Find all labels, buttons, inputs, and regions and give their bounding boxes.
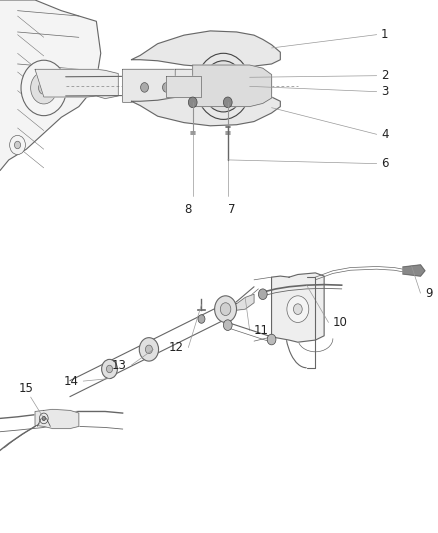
Text: 9: 9 <box>425 287 432 300</box>
Circle shape <box>145 345 152 354</box>
Circle shape <box>21 60 67 116</box>
Circle shape <box>267 334 276 345</box>
Circle shape <box>39 82 49 94</box>
Circle shape <box>221 83 226 90</box>
Circle shape <box>139 338 159 361</box>
Circle shape <box>10 135 25 155</box>
Circle shape <box>31 72 57 104</box>
Text: 2: 2 <box>381 69 389 82</box>
Polygon shape <box>166 76 201 97</box>
Polygon shape <box>35 69 118 99</box>
Text: 8: 8 <box>185 203 192 215</box>
Polygon shape <box>35 409 79 429</box>
Circle shape <box>209 69 237 103</box>
Circle shape <box>188 97 197 108</box>
Text: 11: 11 <box>254 324 269 337</box>
Circle shape <box>42 416 46 421</box>
Text: 10: 10 <box>333 316 348 329</box>
Text: 14: 14 <box>64 375 79 387</box>
Text: 13: 13 <box>112 359 127 372</box>
Text: 15: 15 <box>19 383 34 395</box>
Polygon shape <box>131 31 280 67</box>
Text: 4: 4 <box>381 128 389 141</box>
Circle shape <box>198 314 205 323</box>
Polygon shape <box>123 69 193 102</box>
Circle shape <box>215 296 237 322</box>
Polygon shape <box>272 273 324 342</box>
Text: 3: 3 <box>381 85 389 98</box>
Text: 7: 7 <box>228 203 236 215</box>
Circle shape <box>216 78 230 95</box>
Circle shape <box>223 97 232 108</box>
Circle shape <box>106 365 113 373</box>
Text: 6: 6 <box>381 157 389 170</box>
Circle shape <box>223 320 232 330</box>
Circle shape <box>293 304 302 314</box>
Polygon shape <box>0 0 101 171</box>
Polygon shape <box>228 294 254 310</box>
Circle shape <box>287 296 309 322</box>
Circle shape <box>258 289 267 300</box>
Polygon shape <box>403 265 425 276</box>
Text: 12: 12 <box>169 341 184 354</box>
Polygon shape <box>193 65 272 107</box>
Circle shape <box>162 83 170 92</box>
Polygon shape <box>131 94 280 126</box>
Circle shape <box>141 83 148 92</box>
Circle shape <box>14 141 21 149</box>
Circle shape <box>220 303 231 316</box>
Circle shape <box>102 359 117 378</box>
Text: 1: 1 <box>381 28 389 41</box>
Circle shape <box>202 61 244 112</box>
Polygon shape <box>175 69 272 102</box>
